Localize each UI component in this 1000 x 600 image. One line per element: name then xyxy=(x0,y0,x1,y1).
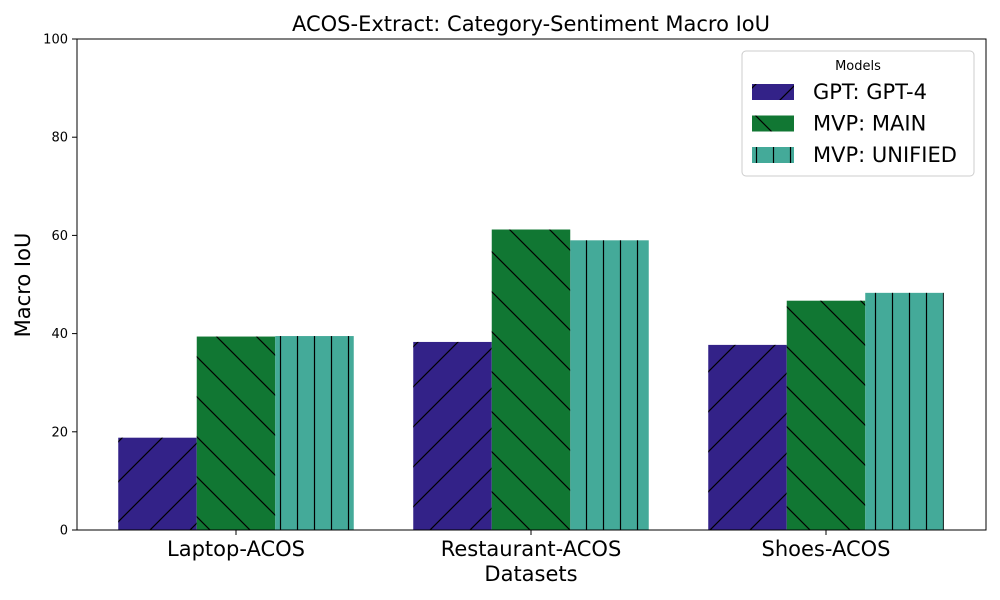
y-axis-title: Macro IoU xyxy=(11,233,35,338)
legend-label: GPT: GPT-4 xyxy=(813,80,927,104)
bar-hatch xyxy=(708,344,787,530)
x-tick-label: Restaurant-ACOS xyxy=(441,537,622,561)
legend-item: MVP: UNIFIED xyxy=(752,143,957,167)
y-tick-label: 80 xyxy=(51,131,68,146)
bar-hatch xyxy=(413,341,492,530)
y-tick-label: 0 xyxy=(60,524,68,539)
legend-label: MVP: MAIN xyxy=(813,112,926,136)
legend: Models GPT: GPT-4 MVP: MAIN MVP: UNIFIED xyxy=(741,50,975,177)
bar-series xyxy=(275,240,944,530)
bar-hatch xyxy=(491,229,571,530)
y-tick-label: 60 xyxy=(51,229,68,244)
plot-frame xyxy=(76,38,987,531)
chart-title: ACOS-Extract: Category-Sentiment Macro I… xyxy=(292,12,770,36)
x-tick-label: Shoes-ACOS xyxy=(762,537,891,561)
bar-series xyxy=(118,341,787,530)
legend-item: GPT: GPT-4 xyxy=(752,80,927,104)
legend-swatch-hatch xyxy=(752,115,794,132)
legend-title: Models xyxy=(835,59,881,74)
bar-hatch xyxy=(786,300,866,530)
bar-hatch xyxy=(865,292,944,530)
bars-layer xyxy=(118,229,944,530)
legend-swatch-hatch xyxy=(752,84,794,100)
y-tick-label: 100 xyxy=(43,33,68,48)
bar-hatch xyxy=(196,336,276,530)
legend-item: MVP: MAIN xyxy=(752,112,926,136)
bar-hatch xyxy=(275,336,354,530)
legend-swatch-hatch xyxy=(752,147,794,163)
x-axis-title: Datasets xyxy=(484,562,577,586)
x-axis: Laptop-ACOS Restaurant-ACOS Shoes-ACOS xyxy=(167,530,890,561)
bar-hatch xyxy=(118,437,197,530)
bar-series xyxy=(196,229,866,530)
y-axis: 0 20 40 60 80 100 xyxy=(43,33,77,539)
bar-hatch xyxy=(570,240,649,530)
legend-frame xyxy=(741,50,975,177)
y-tick-label: 40 xyxy=(51,327,68,342)
x-tick-label: Laptop-ACOS xyxy=(167,537,305,561)
legend-label: MVP: UNIFIED xyxy=(813,143,957,167)
y-tick-label: 20 xyxy=(51,425,68,440)
